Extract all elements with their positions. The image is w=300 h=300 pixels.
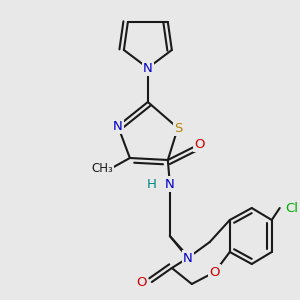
Text: N: N <box>143 61 153 74</box>
Text: Cl: Cl <box>285 202 298 214</box>
Text: N: N <box>113 119 123 133</box>
Text: H: H <box>147 178 157 190</box>
Text: O: O <box>136 275 147 289</box>
Text: N: N <box>183 251 193 265</box>
Text: S: S <box>174 122 182 134</box>
Text: N: N <box>165 178 175 190</box>
Text: O: O <box>209 266 220 278</box>
Text: CH₃: CH₃ <box>91 161 113 175</box>
Text: O: O <box>195 137 205 151</box>
